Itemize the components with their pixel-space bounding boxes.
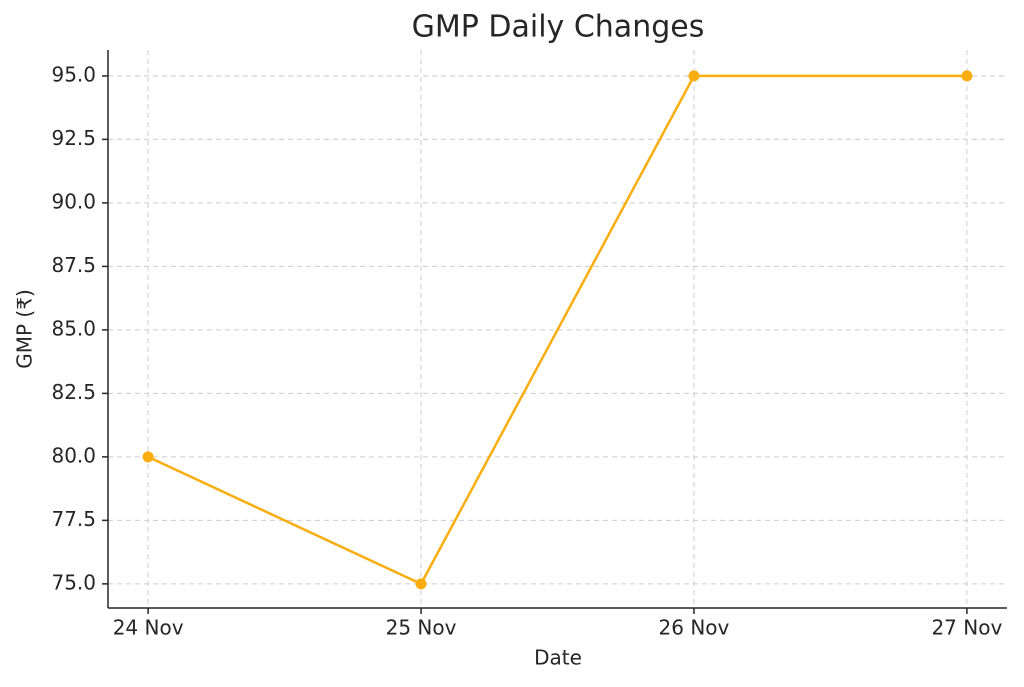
x-tick-label: 27 Nov xyxy=(931,616,1002,640)
x-tick-label: 26 Nov xyxy=(659,616,730,640)
y-tick-label: 95.0 xyxy=(51,62,96,86)
data-point xyxy=(688,70,700,82)
data-point xyxy=(415,578,427,590)
y-tick-label: 80.0 xyxy=(51,443,96,467)
y-axis-label: GMP (₹) xyxy=(13,289,37,369)
data-point xyxy=(961,70,973,82)
x-tick-label: 25 Nov xyxy=(386,616,457,640)
y-tick-label: 85.0 xyxy=(51,316,96,340)
chart-title: GMP Daily Changes xyxy=(412,10,705,45)
x-tick-label: 24 Nov xyxy=(113,616,184,640)
y-tick-label: 75.0 xyxy=(51,570,96,594)
y-tick-label: 87.5 xyxy=(51,253,96,277)
y-tick-label: 90.0 xyxy=(51,189,96,213)
y-tick-label: 82.5 xyxy=(51,380,96,404)
data-point xyxy=(142,451,154,463)
y-tick-label: 92.5 xyxy=(51,126,96,150)
data-line xyxy=(147,74,967,586)
x-axis-label: Date xyxy=(534,646,582,670)
y-tick-label: 77.5 xyxy=(51,507,96,531)
